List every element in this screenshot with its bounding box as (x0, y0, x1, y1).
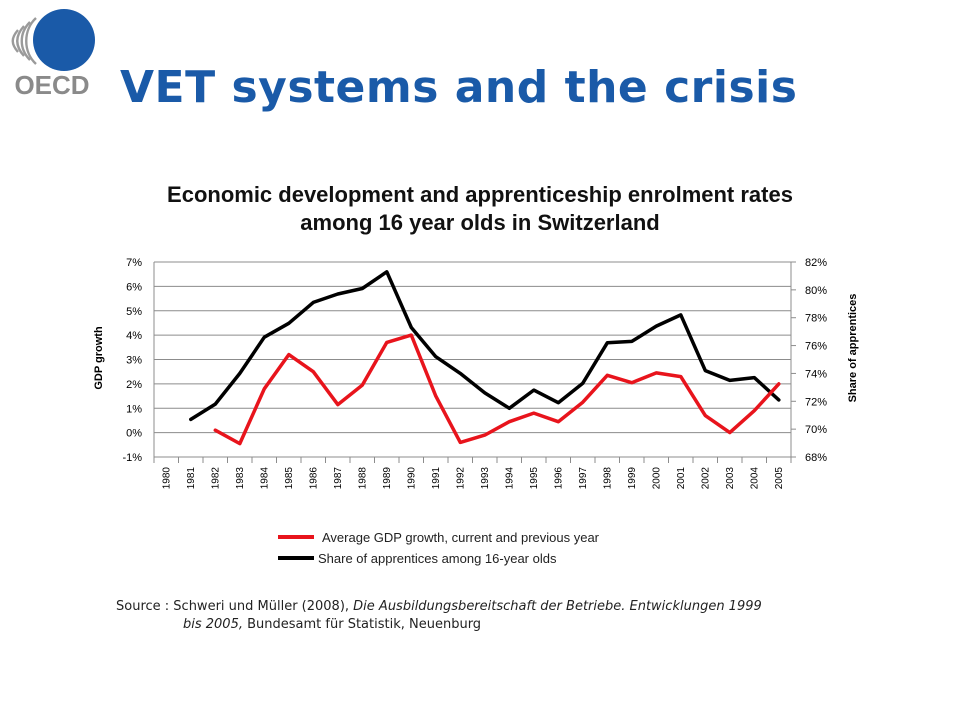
x-tick-label: 1989 (382, 467, 393, 490)
y-tick-label: 3% (126, 355, 142, 367)
y-tick-label: 2% (126, 379, 142, 391)
x-tick-label: 1984 (259, 467, 270, 490)
x-tick-label: 1995 (529, 467, 540, 490)
line-chart: -1% 0% 1% 2% 3% 4% 5% 6% 7% 68% 70% 72% 74% 76% 78% 80… (93, 257, 859, 566)
x-tick-label: 1981 (186, 467, 197, 490)
y2-axis-ticks: 68% 70% 72% 74% 76% 78% 80% 82% (791, 257, 827, 464)
y2-tick-label: 70% (805, 424, 827, 436)
chart-title: Economic development and apprenticeship … (60, 181, 900, 237)
slide-title: VET systems and the crisis (120, 62, 798, 113)
source-prefix: Source : Schweri und Müller (2008), (116, 599, 354, 614)
source-title-part2: bis 2005, (183, 617, 243, 632)
x-tick-label: 1987 (333, 467, 344, 490)
x-tick-label: 1985 (284, 467, 295, 490)
x-tick-label: 1983 (235, 467, 246, 490)
y2-tick-label: 68% (805, 452, 827, 464)
x-tick-label: 2004 (749, 467, 760, 490)
x-tick-label: 1982 (210, 467, 221, 490)
y2-tick-label: 80% (805, 285, 827, 297)
y-tick-label: -1% (122, 452, 142, 464)
y-tick-label: 1% (126, 403, 142, 415)
series-lines (189, 270, 781, 446)
y-axis-ticks: -1% 0% 1% 2% 3% 4% 5% 6% 7% (122, 257, 142, 464)
logo-crescents (11, 17, 37, 65)
x-tick-label: 1986 (308, 467, 319, 490)
y-tick-label: 4% (126, 330, 142, 342)
y2-tick-label: 72% (805, 396, 827, 408)
x-tick-label: 1999 (627, 467, 638, 490)
chart-title-line-2: among 16 year olds in Switzerland (300, 210, 660, 235)
x-tick-label: 2000 (651, 467, 662, 490)
chart-title-line-1: Economic development and apprenticeship … (167, 182, 793, 207)
y-tick-label: 5% (126, 306, 142, 318)
y2-tick-label: 82% (805, 257, 827, 269)
x-tick-label: 1980 (161, 467, 172, 490)
series-line-apprentice-share (189, 270, 781, 422)
y2-tick-label: 76% (805, 341, 827, 353)
x-tick-label: 2002 (700, 467, 711, 490)
x-tick-label: 2001 (676, 467, 687, 490)
y-tick-label: 6% (126, 281, 142, 293)
x-tick-label: 1993 (480, 467, 491, 490)
y2-axis-label: Share of apprentices (847, 294, 859, 403)
y-tick-label: 0% (126, 428, 142, 440)
y-tick-label: 7% (126, 257, 142, 269)
series-line-gdp-growth (213, 333, 781, 446)
x-tick-label: 1988 (357, 467, 368, 490)
source-title-part1: Die Ausbildungsbereitschaft der Betriebe… (353, 599, 762, 614)
y2-tick-label: 78% (805, 313, 827, 325)
x-tick-label: 1994 (504, 467, 515, 490)
x-tick-label: 1992 (455, 467, 466, 490)
y-axis-label: GDP growth (93, 326, 105, 390)
x-tick-label: 1991 (431, 467, 442, 490)
x-axis-ticks: 1980 1981 1982 1983 1984 1985 1986 1987 1988 1989… (153, 457, 792, 490)
x-tick-label: 1997 (578, 467, 589, 490)
x-tick-label: 2005 (774, 467, 785, 490)
legend-label: Average GDP growth, current and previous… (322, 530, 600, 545)
x-tick-label: 1996 (553, 467, 564, 490)
x-tick-label: 1990 (406, 467, 417, 490)
source-line-2: bis 2005, Bundesamt für Statistik, Neuen… (116, 616, 896, 634)
logo-circle (33, 9, 95, 71)
legend: Average GDP growth, current and previous… (278, 530, 600, 566)
oecd-logo: OECD (11, 9, 95, 98)
source-note: Source : Schweri und Müller (2008), Die … (116, 598, 896, 634)
source-suffix: Bundesamt für Statistik, Neuenburg (243, 617, 482, 632)
x-tick-label: 1998 (602, 467, 613, 490)
x-tick-label: 2003 (725, 467, 736, 490)
y2-tick-label: 74% (805, 368, 827, 380)
legend-label: Share of apprentices among 16-year olds (318, 551, 557, 566)
logo-text: OECD (14, 70, 89, 98)
